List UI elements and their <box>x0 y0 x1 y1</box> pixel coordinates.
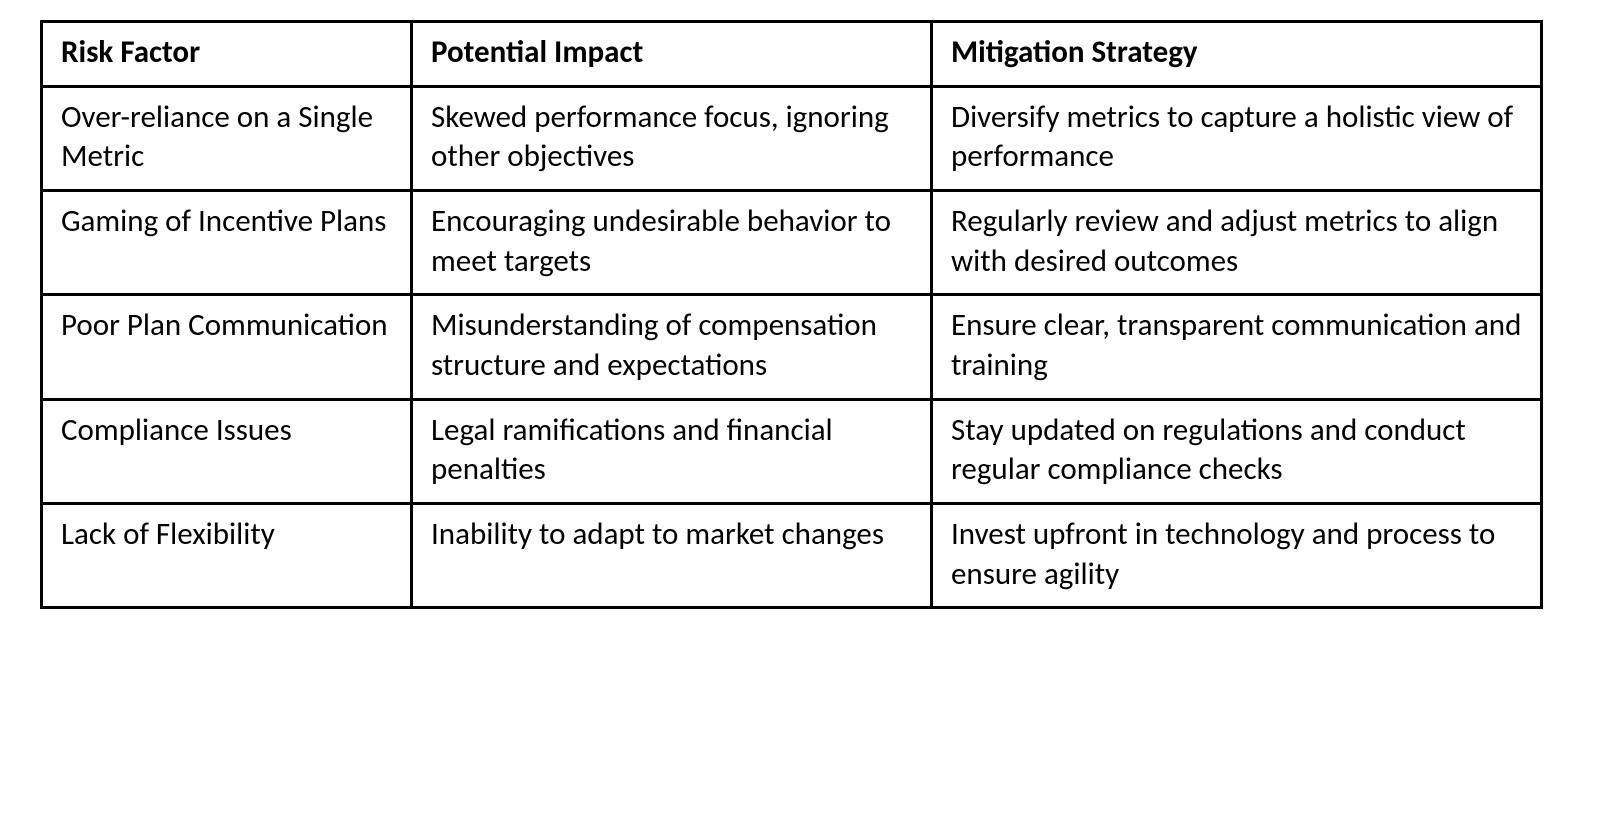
cell-mitigation-strategy: Stay updated on regulations and conduct … <box>932 399 1542 503</box>
cell-potential-impact: Legal ramifications and financial penalt… <box>412 399 932 503</box>
table-row: Lack of Flexibility Inability to adapt t… <box>42 504 1542 608</box>
col-header-mitigation-strategy: Mitigation Strategy <box>932 22 1542 87</box>
cell-risk-factor: Over-reliance on a Single Metric <box>42 86 412 190</box>
cell-risk-factor: Poor Plan Communication <box>42 295 412 399</box>
cell-mitigation-strategy: Ensure clear, transparent communication … <box>932 295 1542 399</box>
table-header: Risk Factor Potential Impact Mitigation … <box>42 22 1542 87</box>
cell-risk-factor: Gaming of Incentive Plans <box>42 191 412 295</box>
table-row: Compliance Issues Legal ramifications an… <box>42 399 1542 503</box>
cell-mitigation-strategy: Invest upfront in technology and process… <box>932 504 1542 608</box>
col-header-risk-factor: Risk Factor <box>42 22 412 87</box>
table-body: Over-reliance on a Single Metric Skewed … <box>42 86 1542 608</box>
risk-table: Risk Factor Potential Impact Mitigation … <box>40 20 1543 609</box>
cell-potential-impact: Inability to adapt to market changes <box>412 504 932 608</box>
cell-risk-factor: Compliance Issues <box>42 399 412 503</box>
cell-potential-impact: Misunderstanding of compensation structu… <box>412 295 932 399</box>
table-row: Over-reliance on a Single Metric Skewed … <box>42 86 1542 190</box>
col-header-potential-impact: Potential Impact <box>412 22 932 87</box>
cell-risk-factor: Lack of Flexibility <box>42 504 412 608</box>
table-row: Gaming of Incentive Plans Encouraging un… <box>42 191 1542 295</box>
page-container: Risk Factor Potential Impact Mitigation … <box>0 0 1600 629</box>
cell-potential-impact: Skewed performance focus, ignoring other… <box>412 86 932 190</box>
table-header-row: Risk Factor Potential Impact Mitigation … <box>42 22 1542 87</box>
cell-mitigation-strategy: Regularly review and adjust metrics to a… <box>932 191 1542 295</box>
table-row: Poor Plan Communication Misunderstanding… <box>42 295 1542 399</box>
cell-potential-impact: Encouraging undesirable behavior to meet… <box>412 191 932 295</box>
cell-mitigation-strategy: Diversify metrics to capture a holistic … <box>932 86 1542 190</box>
